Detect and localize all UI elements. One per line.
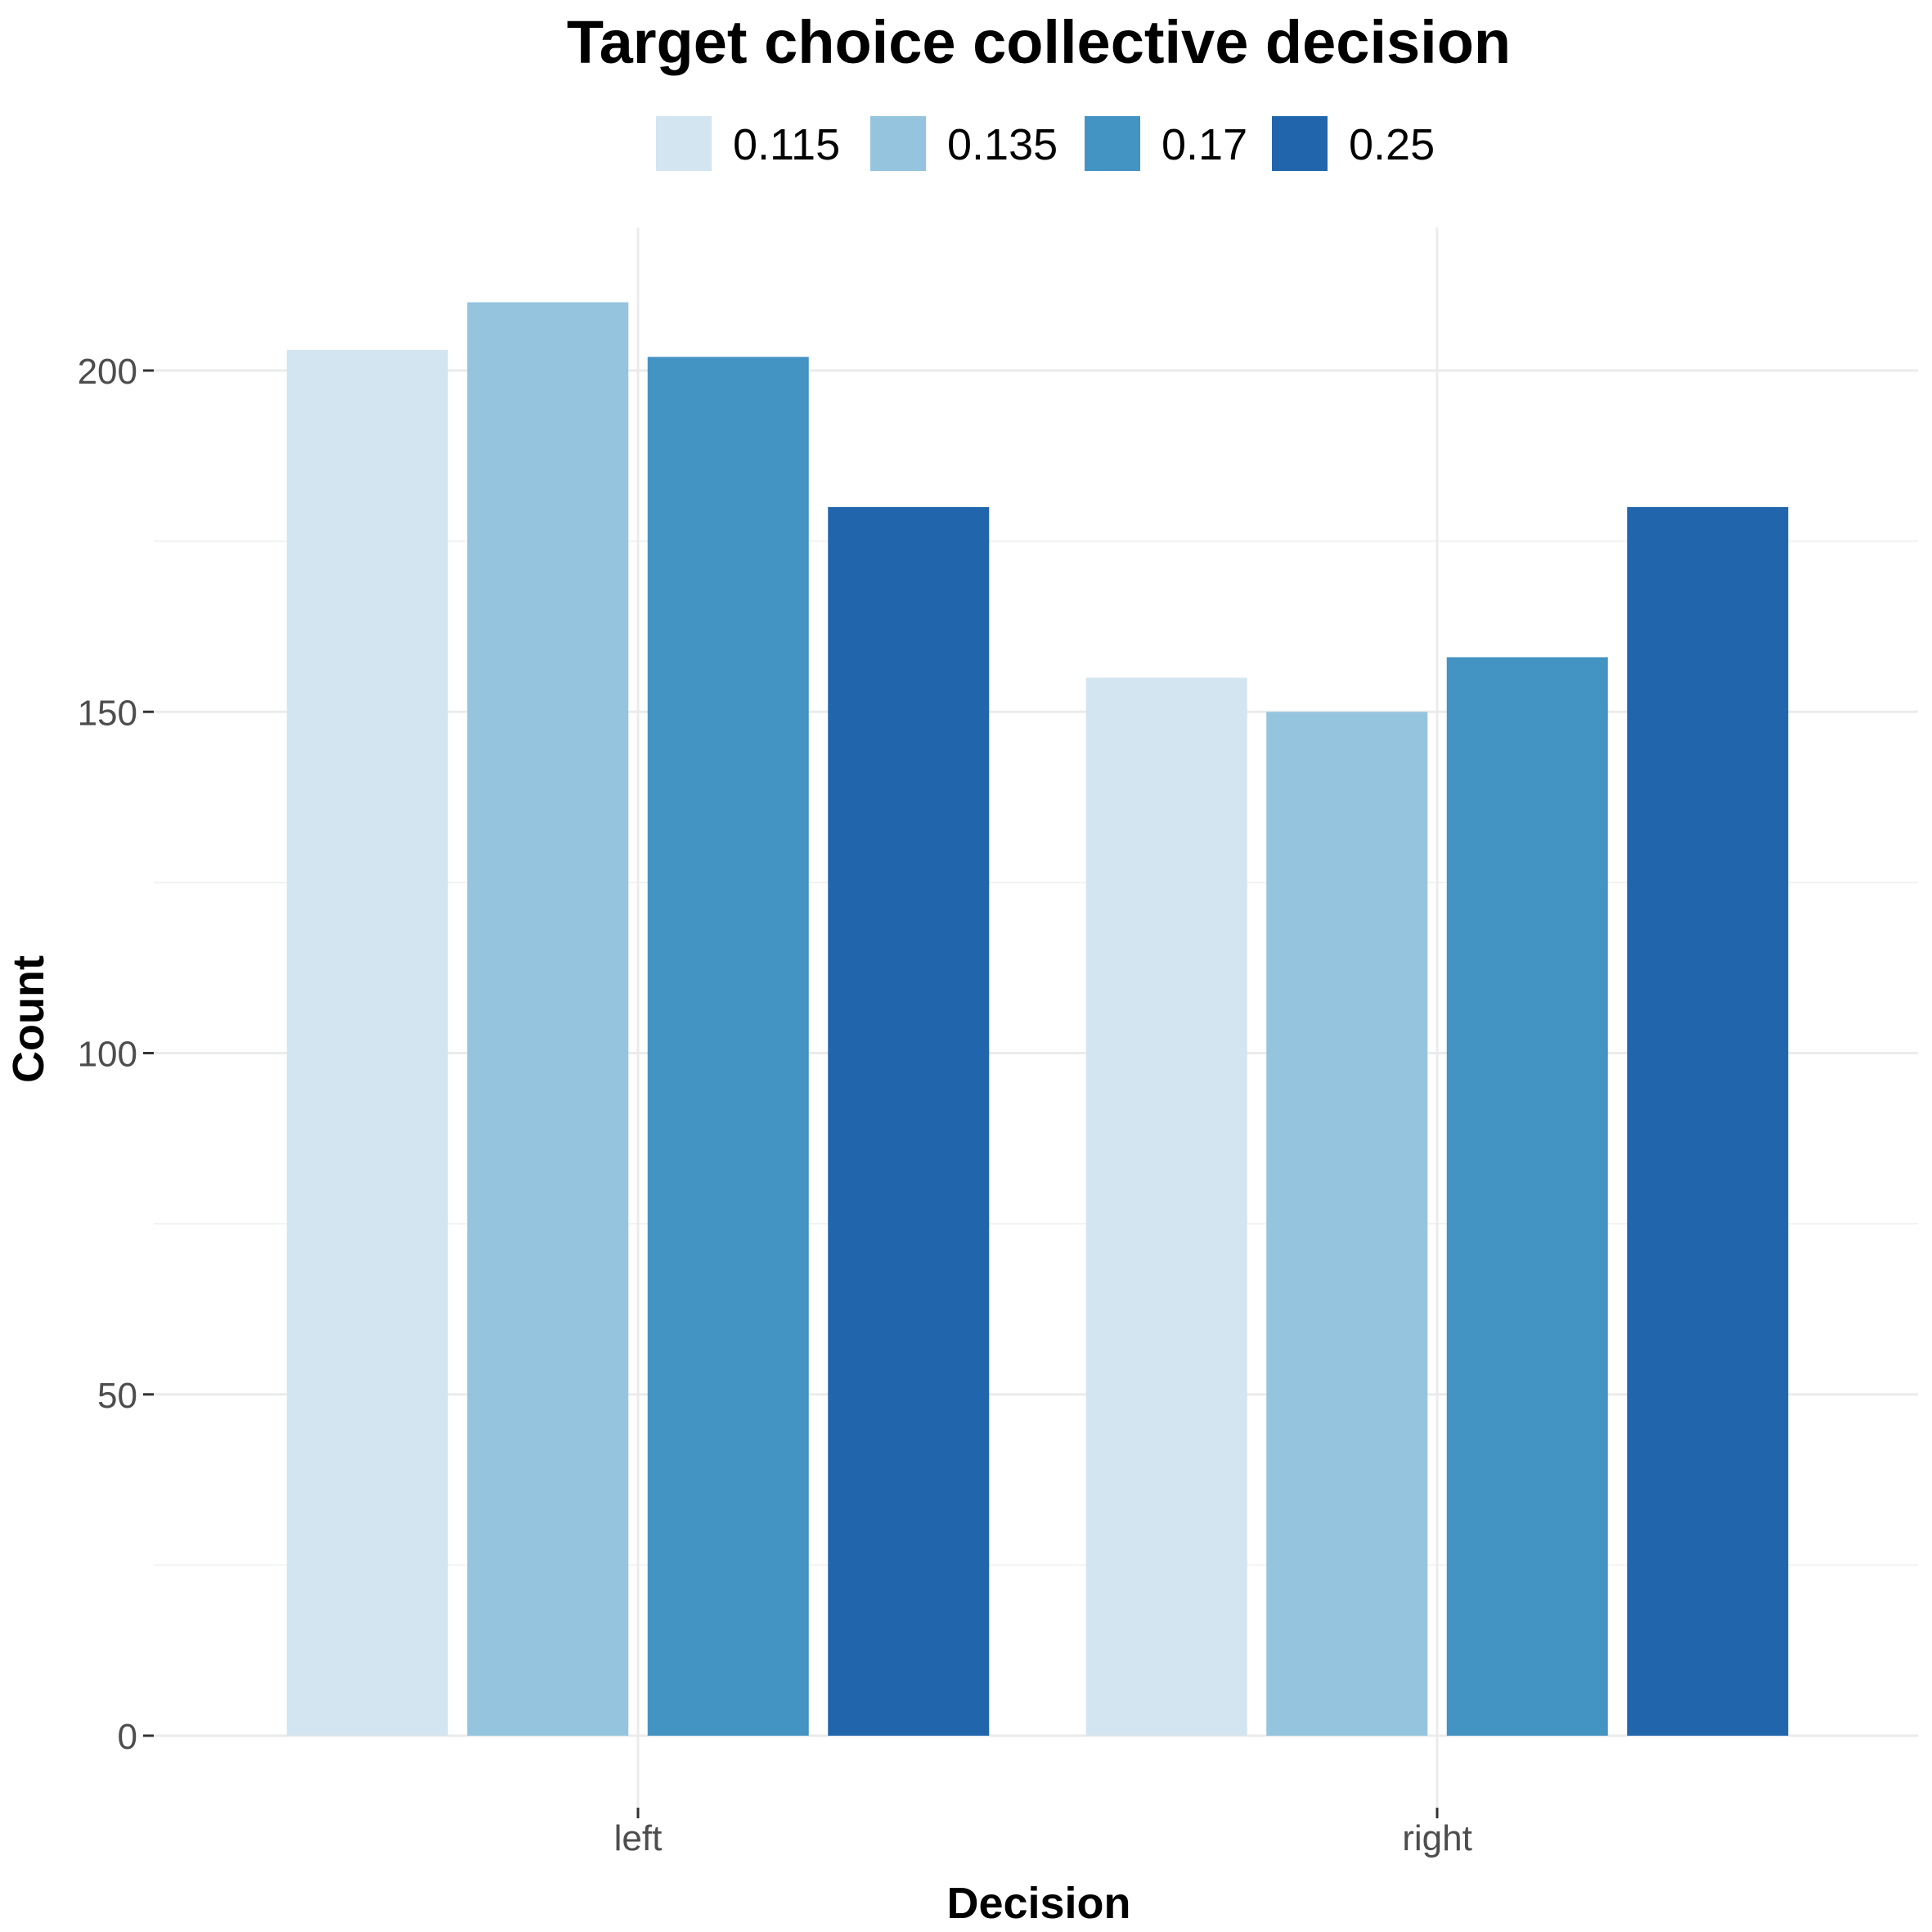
y-tick-label: 200	[78, 352, 137, 392]
chart-title: Target choice collective decision	[567, 8, 1511, 76]
x-axis-title: Decision	[946, 1879, 1130, 1928]
legend-label: 0.115	[733, 120, 840, 169]
legend-key	[1085, 116, 1140, 171]
x-axis: left right	[614, 1808, 1472, 1858]
y-axis: 0 50 100 150 200	[78, 352, 154, 1757]
x-tick-label: left	[614, 1818, 663, 1858]
legend-label: 0.25	[1349, 120, 1435, 169]
x-tick-label: right	[1402, 1818, 1472, 1858]
bar-right-0_115	[1085, 677, 1247, 1736]
legend-label: 0.17	[1161, 120, 1247, 169]
y-tick-label: 0	[118, 1717, 137, 1757]
legend: 0.115 0.135 0.17 0.25	[656, 116, 1435, 171]
legend-key	[870, 116, 926, 171]
bar-left-0_115	[286, 349, 448, 1737]
legend-item-0_17: 0.17	[1085, 116, 1247, 171]
bars	[286, 302, 1789, 1737]
y-tick-label: 100	[78, 1035, 137, 1075]
bar-right-0_25	[1627, 506, 1789, 1736]
bar-left-0_17	[647, 357, 809, 1736]
y-axis-title: Count	[4, 955, 53, 1083]
legend-item-0_115: 0.115	[656, 116, 840, 171]
legend-key	[656, 116, 712, 171]
bar-right-0_135	[1266, 712, 1428, 1736]
bar-right-0_17	[1446, 657, 1608, 1736]
legend-label: 0.135	[947, 120, 1058, 169]
legend-key	[1272, 116, 1328, 171]
legend-item-0_135: 0.135	[870, 116, 1058, 171]
bar-left-0_25	[828, 506, 990, 1736]
bar-left-0_135	[467, 302, 629, 1736]
legend-item-0_25: 0.25	[1272, 116, 1435, 171]
y-tick-label: 150	[78, 693, 137, 733]
y-tick-label: 50	[97, 1376, 137, 1416]
